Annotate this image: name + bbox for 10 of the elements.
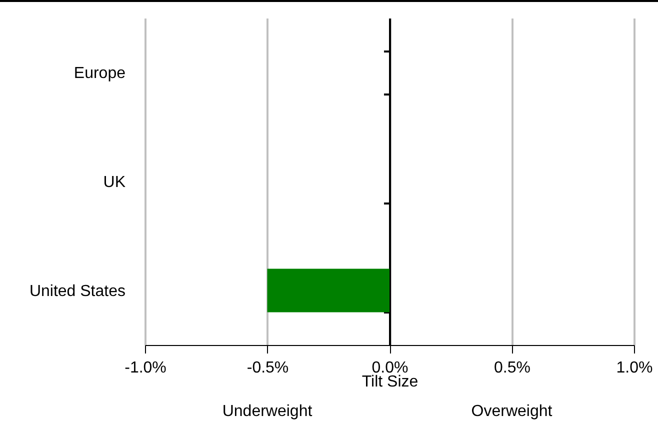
- text: Overweight: [471, 403, 553, 420]
- x-tick-label: -0.5%: [246, 360, 289, 376]
- y-tick-label: UK: [103, 174, 126, 191]
- x-tick-label: 1.0%: [616, 360, 653, 376]
- x-tick-label: 0.5%: [494, 360, 530, 376]
- x-axis-title: Tilt Size: [362, 374, 418, 390]
- text: Underweight: [222, 403, 313, 420]
- y-tick-label: United States: [29, 283, 126, 300]
- y-tick-label: Europe: [74, 65, 126, 82]
- x-tick-label: -1.0%: [124, 360, 166, 376]
